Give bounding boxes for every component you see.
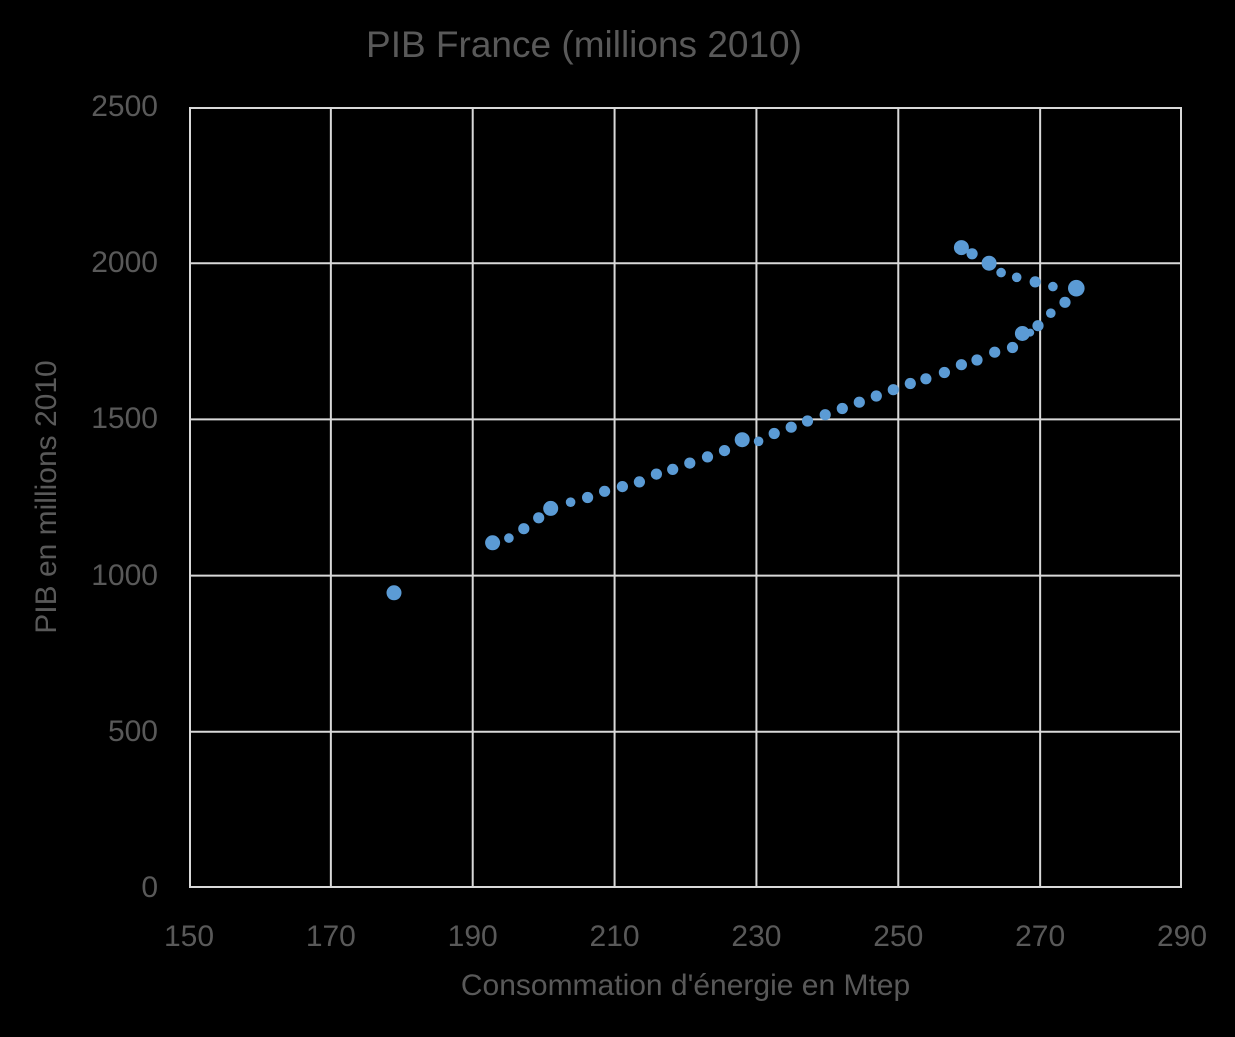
data-point (616, 481, 628, 493)
plot-area (188, 106, 1183, 889)
data-point (836, 402, 848, 415)
x-tick-label: 270 (1015, 920, 1066, 953)
x-tick-label: 170 (305, 920, 356, 953)
x-tick-label: 150 (163, 920, 215, 953)
data-point (971, 354, 983, 366)
y-axis-title: PIB en millions 2010 (30, 360, 63, 634)
data-point (667, 463, 679, 475)
x-tick-label: 290 (1156, 920, 1208, 953)
data-point (801, 415, 814, 427)
plot-border (189, 107, 1182, 888)
x-tick-label: 190 (447, 920, 498, 953)
data-point (633, 476, 645, 488)
y-tick-label: 2000 (91, 246, 158, 280)
data-point (785, 421, 797, 433)
x-axis-title: Consommation d'énergie en Mtep (460, 969, 911, 1002)
data-point (684, 457, 696, 469)
data-point (1059, 296, 1071, 308)
data-point (734, 432, 750, 448)
data-point (543, 500, 559, 516)
y-tick-label: 2500 (91, 90, 158, 123)
data-point (518, 523, 530, 535)
data-point (989, 346, 1001, 358)
y-tick-label: 500 (107, 714, 158, 748)
data-point (701, 451, 714, 463)
data-point (938, 366, 951, 379)
data-point (1011, 272, 1022, 283)
data-point (599, 485, 611, 497)
x-tick-label: 210 (589, 920, 640, 953)
data-point (650, 468, 662, 480)
plot-svg (188, 106, 1183, 889)
y-tick-label: 1000 (91, 558, 158, 592)
y-tick-label: 0 (141, 871, 158, 904)
data-point (1014, 326, 1030, 341)
data-point (870, 390, 882, 402)
data-point (485, 535, 501, 551)
data-point (1026, 328, 1035, 337)
data-point (1046, 308, 1056, 318)
x-tick-label: 250 (873, 920, 924, 953)
data-point (853, 396, 865, 408)
data-point (565, 497, 576, 508)
data-point (1048, 281, 1058, 292)
data-point (887, 384, 899, 396)
data-point (504, 533, 514, 543)
data-point (768, 427, 780, 440)
data-point (582, 491, 594, 504)
data-point (1029, 276, 1041, 288)
data-point (386, 585, 402, 601)
data-point (920, 373, 932, 385)
data-point (953, 240, 969, 256)
data-point (996, 267, 1006, 278)
data-point (1006, 341, 1019, 354)
data-point (981, 255, 997, 271)
data-point (904, 377, 916, 390)
data-point (718, 445, 731, 457)
chart-title: PIB France (millions 2010) (366, 24, 802, 65)
data-point (819, 409, 831, 421)
y-tick-label: 1500 (91, 402, 158, 436)
data-point (533, 512, 545, 524)
x-tick-label: 230 (731, 920, 782, 953)
data-point (753, 436, 764, 447)
data-point (966, 248, 978, 260)
data-point (955, 359, 968, 371)
data-point (1032, 320, 1044, 332)
data-point (1068, 279, 1085, 297)
